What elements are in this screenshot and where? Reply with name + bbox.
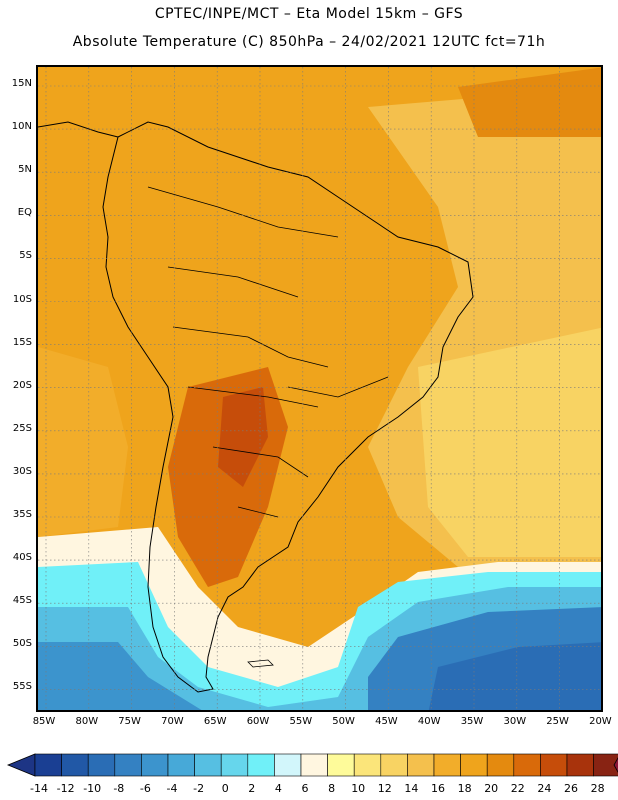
colorbar-label: 6 [301, 782, 309, 795]
colorbar-label: 24 [537, 782, 552, 795]
colorbar-segment [274, 753, 302, 777]
colorbar-segment [247, 753, 275, 777]
lon-label: 60W [246, 716, 270, 727]
lon-label: 75W [118, 716, 141, 727]
lon-label: 65W [203, 716, 227, 727]
field-atlantic-mild [418, 327, 601, 557]
colorbar-label: -12 [56, 782, 75, 795]
colorbar-label: 16 [431, 782, 445, 795]
lat-label: 45S [12, 595, 32, 607]
colorbar-label: 26 [564, 782, 578, 795]
colorbar-segment [380, 753, 408, 777]
colorbar-segment [167, 753, 195, 777]
colorbar-label: -14 [30, 782, 48, 795]
graticule [38, 67, 601, 710]
colorbar-segment [540, 753, 568, 777]
colorbar-label: 14 [404, 782, 419, 795]
colorbar-segment [486, 753, 515, 777]
colorbar-label: 4 [274, 782, 282, 795]
lon-label: 55W [289, 716, 313, 727]
colorbar-label: -10 [83, 782, 102, 795]
color-scale-bar [6, 753, 618, 777]
colorbar-segment [433, 753, 461, 777]
map-title-line1: CPTEC/INPE/MCT – Eta Model 15km – GFS [154, 6, 464, 22]
lon-label: 30W [503, 716, 527, 727]
lon-label: 20W [589, 716, 612, 727]
falklands-outline [247, 659, 274, 668]
lat-label: 40S [12, 552, 32, 564]
temperature-field [38, 67, 601, 710]
lat-label: 50S [12, 638, 32, 650]
colorbar-label: 28 [590, 782, 605, 795]
lat-label: 15S [12, 336, 32, 348]
field-hot-core [218, 387, 268, 487]
colorbar-segment [87, 753, 116, 777]
lon-label: 85W [32, 716, 56, 727]
colorbar-segment [141, 753, 169, 777]
colorbar-label: 20 [484, 782, 499, 795]
lat-label: 5N [18, 164, 32, 176]
colorbar-segment [300, 753, 328, 777]
lat-label: EQ [17, 207, 32, 219]
colorbar-segment [114, 753, 142, 777]
colorbar-segment [593, 753, 618, 777]
lat-label: 15N [11, 78, 32, 89]
lon-label: 70W [161, 716, 184, 727]
lat-label: 10S [12, 293, 32, 305]
colorbar-segment [353, 753, 382, 777]
lon-label: 50W [332, 716, 355, 727]
country-borders [147, 186, 389, 518]
colorbar-label: -6 [139, 782, 151, 795]
continent-outline [102, 121, 474, 693]
colorbar-segment [460, 753, 488, 777]
field-caribbean [458, 67, 601, 137]
colorbar-segment [407, 753, 435, 777]
field-pacific [38, 347, 128, 537]
colorbar-over-arrow [613, 757, 618, 773]
lat-label: 30S [12, 465, 32, 477]
colorbar-segment [61, 753, 89, 777]
lon-label: 35W [460, 716, 484, 727]
colorbar-segment [566, 753, 594, 777]
colorbar-label: -8 [113, 782, 125, 795]
lat-label: 35S [12, 509, 32, 520]
colorbar-label: 10 [351, 782, 366, 795]
colorbar-segment [194, 753, 222, 777]
lon-label: 40W [417, 716, 441, 727]
temperature-map [36, 65, 603, 712]
lat-label: 5S [19, 250, 32, 262]
colorbar-segment [34, 753, 62, 777]
lat-label: 10N [11, 121, 32, 133]
lat-label: 55S [12, 681, 32, 693]
lon-label: 25W [546, 716, 569, 727]
colorbar-label: 18 [457, 782, 472, 795]
colorbar-label: 22 [510, 782, 525, 795]
colorbar-label: -4 [166, 782, 178, 795]
colorbar-segment [220, 753, 249, 777]
colorbar-label: 8 [328, 782, 336, 795]
colorbar-label: 0 [221, 782, 229, 795]
colorbar-label: -2 [193, 782, 205, 795]
colorbar-under-arrow [6, 753, 36, 777]
map-title-line2: Absolute Temperature (C) 850hPa – 24/02/… [72, 34, 546, 50]
lat-label: 20S [12, 379, 32, 391]
central-america-outline [38, 121, 119, 138]
lon-label: 80W [75, 716, 99, 727]
colorbar-label: 2 [248, 782, 256, 795]
field-coldest [428, 642, 601, 710]
lon-label: 45W [375, 716, 398, 727]
colorbar-segment [327, 753, 355, 777]
lat-label: 25S [12, 422, 32, 434]
colorbar-label: 12 [377, 782, 392, 795]
field-cold-west [38, 642, 202, 710]
colorbar-segment [513, 753, 541, 777]
